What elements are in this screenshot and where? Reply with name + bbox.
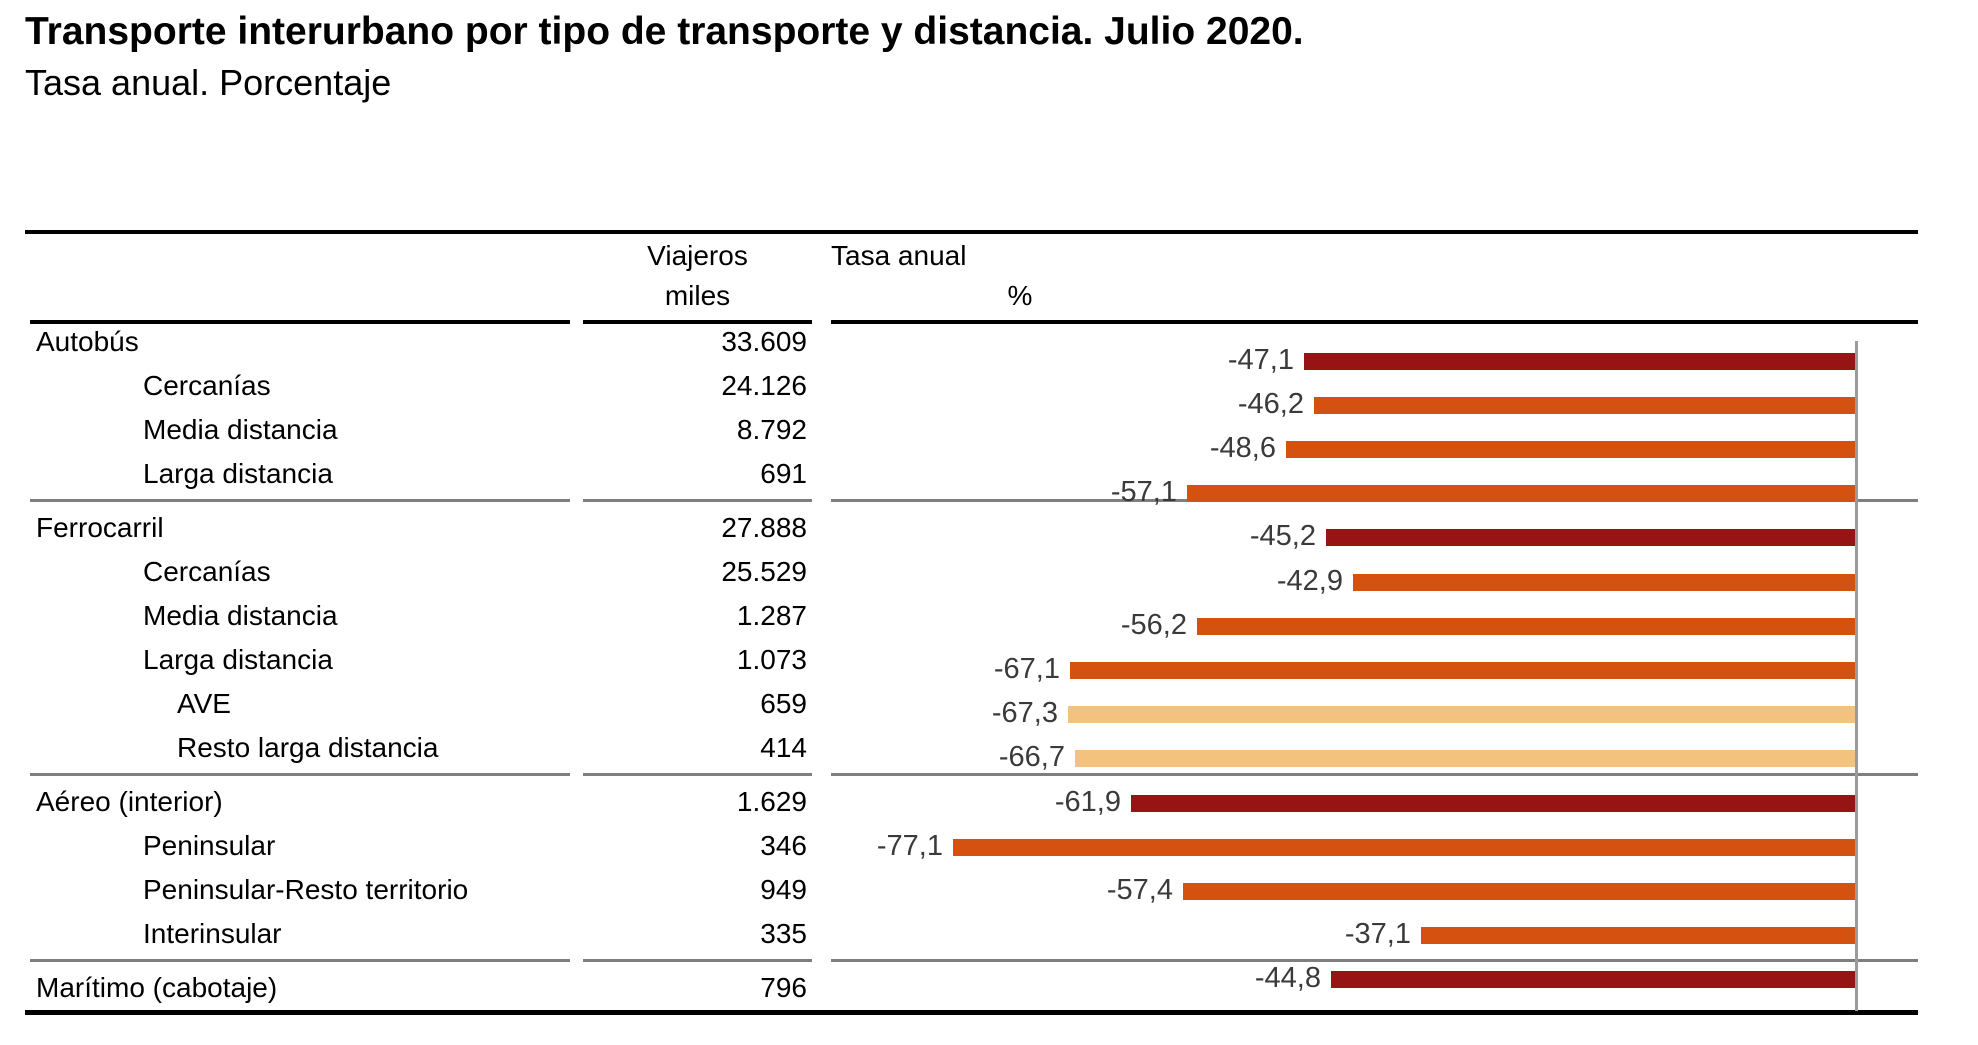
row-travelers-value: 33.609	[721, 326, 807, 357]
row-label: Autobús	[36, 326, 139, 357]
row-label: Resto larga distancia	[177, 732, 439, 763]
row-label: Interinsular	[143, 918, 282, 949]
header-underline-rate	[831, 320, 1918, 324]
section-separator	[25, 956, 1918, 966]
page-title: Transporte interurbano por tipo de trans…	[25, 10, 1304, 53]
row-travelers-value: 346	[760, 830, 807, 861]
table-bottom-rule	[25, 1010, 1918, 1015]
separator-line	[30, 773, 570, 776]
row-travelers-value: 1.629	[736, 786, 807, 817]
row-travelers-value: 1.073	[736, 644, 807, 675]
column-header-rate-unit: %	[1007, 280, 1033, 311]
row-label: Aéreo (interior)	[36, 786, 223, 817]
table-row: Resto larga distancia 414	[25, 726, 1918, 770]
row-travelers-value: 949	[760, 874, 807, 905]
row-travelers-value: 1.287	[736, 600, 807, 631]
section-separator	[25, 496, 1918, 506]
column-header-travelers-line1: Viajeros	[647, 240, 748, 271]
row-travelers-value: 24.126	[721, 370, 807, 401]
table-row: AVE 659	[25, 682, 1918, 726]
row-label: Larga distancia	[143, 644, 333, 675]
row-travelers-value: 25.529	[721, 556, 807, 587]
table-body: Autobús 33.609 Cercanías 24.126 Media distan…	[25, 320, 1918, 1015]
table-row: Marítimo (cabotaje) 796	[25, 966, 1918, 1010]
table-row: Interinsular 335	[25, 912, 1918, 956]
table-header: Viajeros miles Tasa anual %	[25, 234, 1918, 324]
page-subtitle: Tasa anual. Porcentaje	[25, 62, 392, 103]
row-travelers-value: 691	[760, 458, 807, 489]
table-top-rule	[25, 230, 1918, 234]
table-row: Larga distancia 691	[25, 452, 1918, 496]
table-row: Cercanías 25.529	[25, 550, 1918, 594]
row-label: Cercanías	[143, 370, 271, 401]
separator-line	[30, 959, 570, 962]
separator-line	[831, 773, 1918, 776]
column-header-travelers-line2: miles	[664, 280, 731, 311]
row-label: Peninsular	[143, 830, 276, 861]
row-label: Media distancia	[143, 414, 338, 445]
table-row: Media distancia 8.792	[25, 408, 1918, 452]
row-travelers-value: 659	[760, 688, 807, 719]
row-label: AVE	[177, 688, 231, 719]
table-row: Peninsular 346	[25, 824, 1918, 868]
section-separator	[25, 770, 1918, 780]
table-row: Autobús 33.609	[25, 320, 1918, 364]
separator-line	[831, 499, 1918, 502]
table-row: Peninsular-Resto territorio 949	[25, 868, 1918, 912]
table-row: Media distancia 1.287	[25, 594, 1918, 638]
table-row: Larga distancia 1.073	[25, 638, 1918, 682]
row-label: Ferrocarril	[36, 512, 164, 543]
separator-line	[831, 959, 1918, 962]
column-header-travelers: Viajeros miles	[583, 236, 812, 316]
row-travelers-value: 796	[760, 972, 807, 1003]
header-underline-travelers	[583, 320, 812, 324]
header-underline-labels	[30, 320, 570, 324]
row-travelers-value: 414	[760, 732, 807, 763]
row-travelers-value: 335	[760, 918, 807, 949]
row-label: Marítimo (cabotaje)	[36, 972, 278, 1003]
column-header-rate: Tasa anual	[831, 240, 967, 271]
row-label: Larga distancia	[143, 458, 333, 489]
row-travelers-value: 27.888	[721, 512, 807, 543]
row-travelers-value: 8.792	[736, 414, 807, 445]
separator-line	[30, 499, 570, 502]
separator-line	[583, 959, 812, 962]
table-row: Aéreo (interior) 1.629	[25, 780, 1918, 824]
separator-line	[583, 499, 812, 502]
table-row: Cercanías 24.126	[25, 364, 1918, 408]
table-row: Ferrocarril 27.888	[25, 506, 1918, 550]
row-label: Media distancia	[143, 600, 338, 631]
separator-line	[583, 773, 812, 776]
row-label: Cercanías	[143, 556, 271, 587]
row-label: Peninsular-Resto territorio	[143, 874, 469, 905]
chart-zero-axis	[1855, 341, 1858, 1011]
